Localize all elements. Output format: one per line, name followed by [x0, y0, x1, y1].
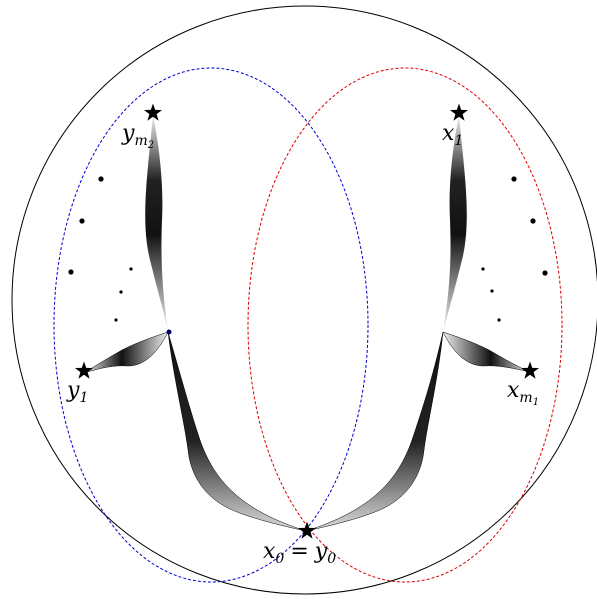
- dot-icon: [114, 318, 118, 322]
- dot-icon: [68, 269, 74, 275]
- label-xm1: xm1: [507, 378, 539, 408]
- left-junction-dot: [166, 329, 172, 335]
- left-dots: [68, 176, 133, 322]
- dot-icon: [79, 218, 85, 224]
- label-x0-eq-y0: x0 = y0: [263, 539, 336, 567]
- left-main-ribbon: [167, 331, 307, 532]
- right-ellipse: [247, 67, 563, 583]
- label-y1: y1: [66, 378, 88, 406]
- dot-icon: [481, 267, 485, 271]
- right-dots: [481, 176, 548, 322]
- label-x1: x1: [442, 121, 463, 149]
- dot-icon: [119, 290, 123, 294]
- dot-icon: [490, 289, 494, 293]
- left-spindle: [145, 115, 168, 332]
- star-y1-icon: [74, 361, 94, 379]
- dot-icon: [98, 176, 104, 182]
- dot-icon: [530, 218, 536, 224]
- left-ellipse: [53, 67, 369, 583]
- dot-icon: [511, 176, 517, 182]
- right-spindle: [443, 115, 467, 332]
- star-xm1-icon: [520, 361, 540, 379]
- star-x1-icon: [449, 103, 469, 121]
- dot-icon: [129, 267, 133, 271]
- star-ym2-icon: [143, 103, 163, 121]
- stars: [74, 103, 540, 539]
- star-x0-y0-icon: [297, 521, 317, 539]
- outer-circle: [11, 5, 597, 595]
- right-main-ribbon: [305, 331, 444, 532]
- dot-icon: [542, 270, 548, 276]
- dot-icon: [497, 318, 501, 322]
- left-side-ribbon: [83, 331, 169, 374]
- right-side-ribbon: [442, 331, 531, 373]
- label-ym2: ym2: [121, 121, 154, 151]
